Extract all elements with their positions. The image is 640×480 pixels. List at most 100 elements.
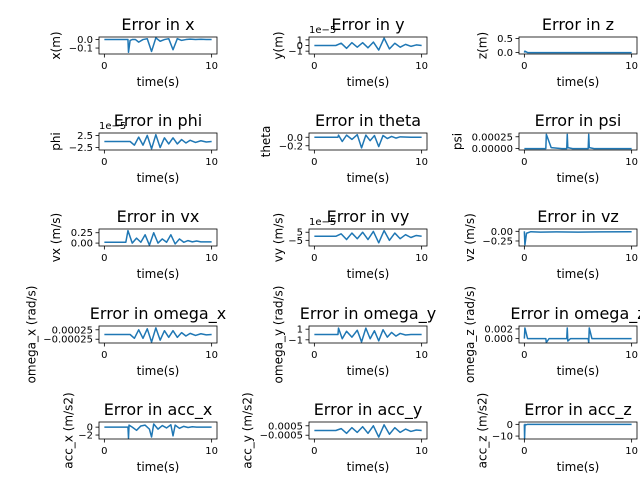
y-axis-label: acc_y (m/s2)	[241, 392, 255, 468]
series-line	[523, 423, 632, 439]
y-tick-label: 1	[297, 325, 303, 336]
y-axis-label: omega_z (rad/s)	[463, 286, 477, 383]
x-axis-label: time(s)	[347, 267, 390, 281]
subplot-title: Error in acc_y	[314, 400, 423, 420]
y-tick-label: −10	[492, 432, 513, 443]
x-tick-label: 0	[311, 350, 317, 361]
series-line	[523, 230, 632, 246]
y-tick-label: 5	[297, 228, 303, 239]
y-axis-label: phi	[49, 132, 63, 151]
y-tick-label: 0.5	[497, 34, 513, 45]
x-tick-label: 10	[205, 446, 218, 457]
subplot-14: 0 10 0.0005−0.0005 Error in acc_y time(s) acc…	[241, 392, 428, 474]
y-axis-label: vy (m/s)	[272, 213, 286, 262]
axes-frame	[518, 325, 638, 344]
y-tick-label: 0.000	[484, 334, 513, 345]
y-tick-label: 0.00	[491, 227, 513, 238]
x-tick-label: 0	[101, 253, 107, 264]
axes-frame	[98, 421, 218, 440]
y-axis-label: omega_y (rad/s)	[272, 286, 286, 384]
axes-frame	[98, 325, 218, 344]
axes-frame	[98, 132, 218, 151]
x-axis-label: time(s)	[137, 75, 180, 89]
y-axis-label: x(m)	[49, 31, 63, 59]
series-line	[523, 50, 632, 54]
series-line	[524, 133, 632, 150]
y-axis-label: y(m)	[272, 31, 286, 59]
x-axis-label: time(s)	[347, 171, 390, 185]
y-tick-label: 0.00025	[472, 132, 513, 143]
y-tick-label: 0.25	[71, 228, 93, 239]
subplot-title: Error in x	[121, 15, 194, 34]
subplot-title: Error in omega_y	[300, 304, 436, 324]
subplot-title: Error in omega_z	[510, 304, 640, 324]
series-line	[104, 133, 212, 150]
x-tick-label: 0	[521, 157, 527, 168]
y-tick-label: −1	[288, 335, 303, 346]
x-axis-label: time(s)	[347, 460, 390, 474]
subplot-title: Error in acc_x	[104, 400, 213, 420]
x-tick-label: 0	[101, 350, 107, 361]
y-offset-text: 1e−5	[309, 217, 336, 228]
x-tick-label: 10	[415, 61, 428, 72]
y-tick-label: 0.0	[287, 133, 303, 144]
y-tick-label: −1	[288, 47, 303, 58]
series-line	[314, 229, 422, 244]
y-axis-label: vz (m/s)	[463, 213, 477, 262]
subplot-title: Error in y	[331, 15, 404, 34]
y-tick-label: −0.25	[482, 236, 513, 247]
subplot-10: 0 10 0.00025−0.00025 Error in omega_x time(s…	[24, 286, 226, 384]
x-tick-label: 10	[205, 253, 218, 264]
y-offset-text: 1e−5	[99, 121, 126, 132]
subplot-title: Error in vx	[117, 207, 200, 226]
x-tick-label: 0	[101, 61, 107, 72]
y-axis-label: theta	[259, 126, 273, 158]
subplot-7: 0 10 0.250.00 Error in vx time(s) vx (m/s)	[49, 207, 218, 281]
subplot-8: 0 10 5−5 Error in vy time(s) vy (m/s) 1e−5	[272, 207, 428, 281]
axes-frame	[518, 36, 638, 55]
x-tick-label: 10	[205, 350, 218, 361]
x-axis-label: time(s)	[557, 171, 600, 185]
x-tick-label: 0	[521, 253, 527, 264]
x-tick-label: 10	[625, 157, 638, 168]
x-tick-label: 0	[311, 253, 317, 264]
y-tick-label: 0	[87, 423, 93, 434]
subplot-3: 0 10 0.5 0.0 Error in z time(s) z(m)	[475, 15, 638, 89]
x-tick-label: 10	[415, 350, 428, 361]
y-tick-label: −0.2	[279, 141, 303, 152]
y-offset-text: 1e−5	[309, 25, 336, 36]
x-tick-label: 0	[521, 350, 527, 361]
y-tick-label: −0.0005	[260, 431, 303, 442]
series-line	[523, 327, 632, 343]
x-tick-label: 0	[311, 446, 317, 457]
x-axis-label: time(s)	[137, 460, 180, 474]
axes-frame	[308, 228, 428, 247]
series-line	[104, 229, 212, 246]
subplot-5: 0 10 0.0−0.2 Error in theta time(s) theta	[259, 111, 428, 185]
series-line	[314, 327, 422, 343]
x-tick-label: 10	[625, 253, 638, 264]
y-tick-label: 0.002	[484, 324, 513, 335]
x-tick-label: 10	[625, 350, 638, 361]
y-axis-label: omega_x (rad/s)	[24, 286, 38, 384]
axes-frame	[98, 228, 218, 247]
subplot-title: Error in vy	[327, 207, 410, 226]
axes-frame	[518, 421, 638, 440]
series-line	[104, 37, 212, 54]
axes-frame	[518, 132, 638, 151]
y-tick-label: 2.5	[77, 131, 93, 142]
y-tick-label: 1	[297, 35, 303, 46]
y-axis-label: acc_x (m/s2)	[62, 392, 76, 468]
subplot-title: Error in acc_z	[524, 400, 632, 420]
y-tick-label: 0.0	[77, 35, 93, 46]
axes-frame	[308, 421, 428, 440]
x-tick-label: 0	[311, 157, 317, 168]
series-line	[314, 424, 422, 438]
